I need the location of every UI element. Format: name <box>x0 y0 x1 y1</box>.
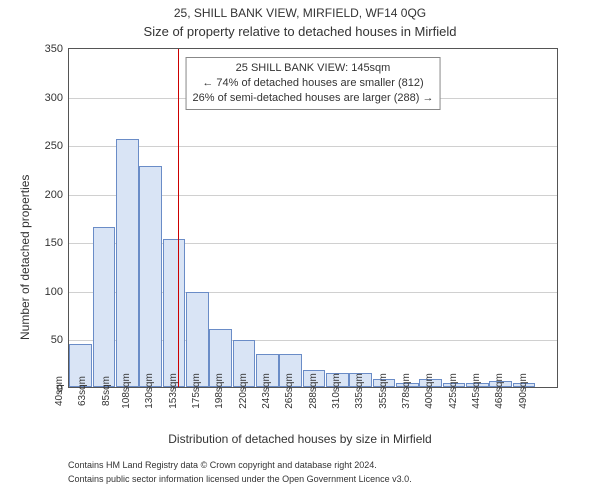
x-tick-label: 378sqm <box>401 373 412 409</box>
annotation-line: 25 SHILL BANK VIEW: 145sqm <box>193 61 434 76</box>
x-tick-label: 335sqm <box>355 373 366 409</box>
y-tick-label: 200 <box>45 189 63 201</box>
x-tick-label: 468sqm <box>495 373 506 409</box>
annotation-box: 25 SHILL BANK VIEW: 145sqm← 74% of detac… <box>186 57 441 110</box>
histogram-bar <box>93 227 115 387</box>
x-tick-label: 425sqm <box>448 373 459 409</box>
y-axis-label: Number of detached properties <box>18 175 32 340</box>
annotation-line: 26% of semi-detached houses are larger (… <box>193 91 434 106</box>
histogram-bar <box>139 166 161 387</box>
gridline <box>69 146 557 147</box>
chart-title-sub: Size of property relative to detached ho… <box>0 24 600 39</box>
x-tick-label: 153sqm <box>168 373 179 409</box>
annotation-line: ← 74% of detached houses are smaller (81… <box>193 76 434 91</box>
x-tick-label: 243sqm <box>261 373 272 409</box>
x-tick-label: 85sqm <box>101 376 112 406</box>
histogram-bar <box>163 239 185 387</box>
x-tick-label: 220sqm <box>238 373 249 409</box>
x-tick-label: 108sqm <box>121 373 132 409</box>
x-tick-label: 400sqm <box>425 373 436 409</box>
x-tick-label: 130sqm <box>145 373 156 409</box>
x-tick-label: 198sqm <box>215 373 226 409</box>
plot-area: 05010015020025030035040sqm63sqm85sqm108s… <box>68 48 558 388</box>
y-tick-label: 50 <box>51 334 63 346</box>
y-tick-label: 150 <box>45 237 63 249</box>
histogram-bar <box>116 139 138 387</box>
x-tick-label: 490sqm <box>518 373 529 409</box>
x-tick-label: 310sqm <box>331 373 342 409</box>
footer-line-1: Contains HM Land Registry data © Crown c… <box>68 460 377 470</box>
y-tick-label: 350 <box>45 43 63 55</box>
x-tick-label: 265sqm <box>285 373 296 409</box>
footer-line-2: Contains public sector information licen… <box>68 474 412 484</box>
y-tick-label: 100 <box>45 286 63 298</box>
x-tick-label: 40sqm <box>54 376 65 406</box>
y-tick-label: 300 <box>45 92 63 104</box>
x-axis-label: Distribution of detached houses by size … <box>0 432 600 446</box>
x-tick-label: 175sqm <box>191 373 202 409</box>
x-tick-label: 63sqm <box>77 376 88 406</box>
x-tick-label: 355sqm <box>378 373 389 409</box>
x-tick-label: 288sqm <box>308 373 319 409</box>
chart-title-main: 25, SHILL BANK VIEW, MIRFIELD, WF14 0QG <box>0 6 600 20</box>
x-tick-label: 445sqm <box>471 373 482 409</box>
y-tick-label: 250 <box>45 140 63 152</box>
